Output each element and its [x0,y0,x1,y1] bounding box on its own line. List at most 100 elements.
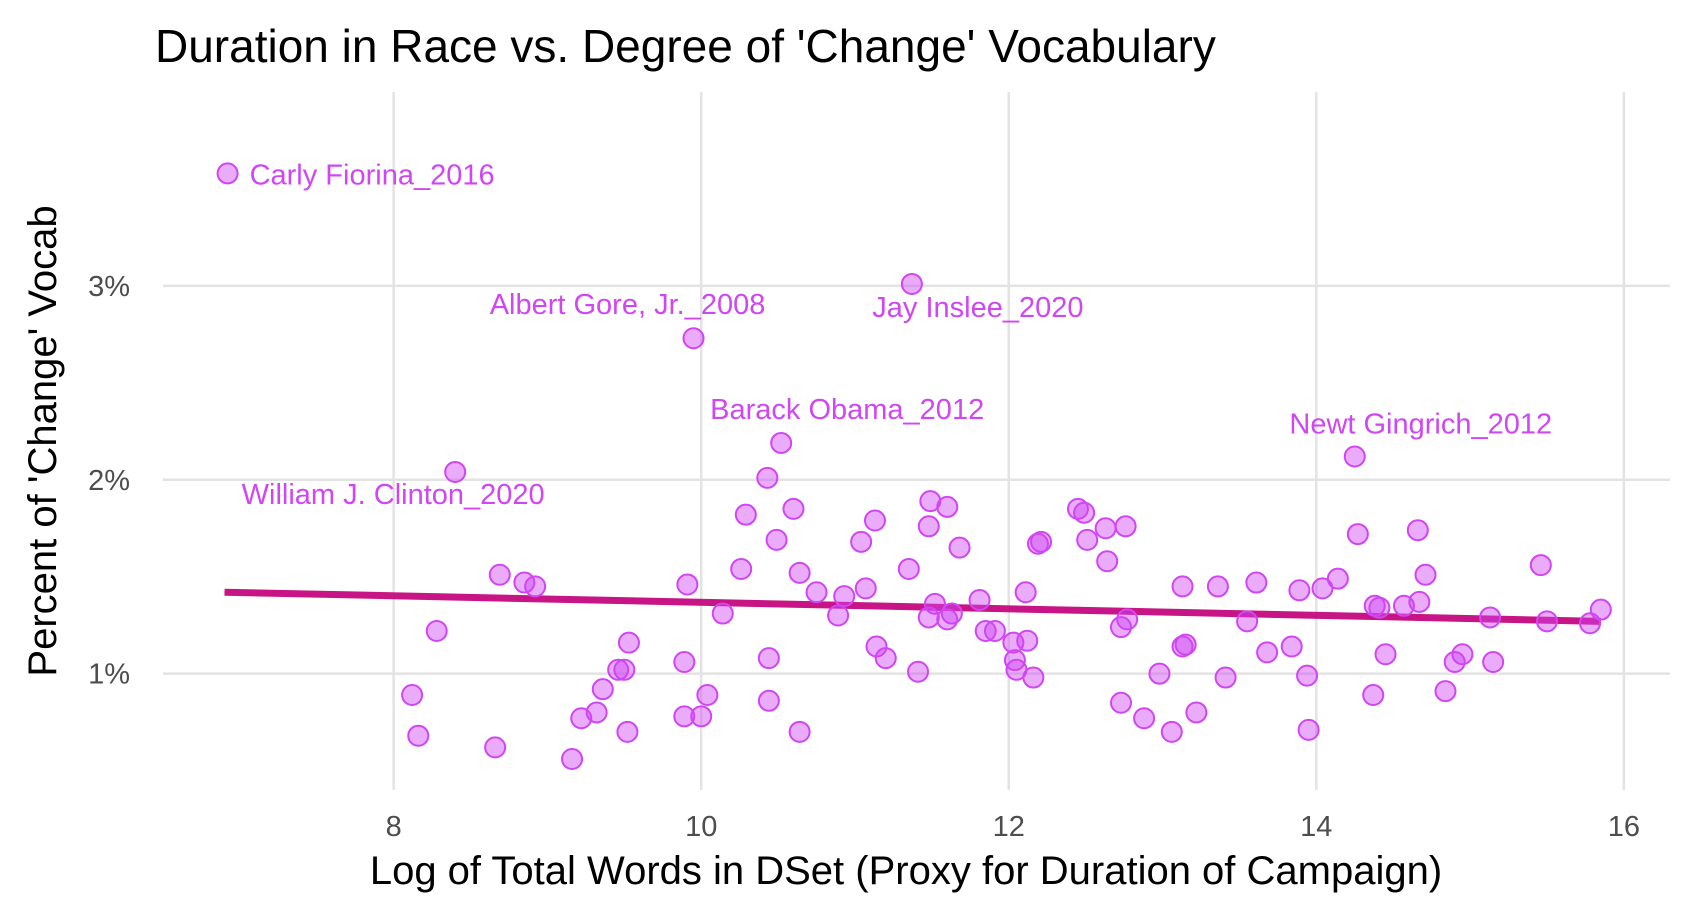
data-point [401,683,424,706]
data-point [1346,523,1369,546]
data-point [613,658,636,681]
data-point [900,272,923,295]
data-point [1288,579,1311,602]
data-point [673,651,696,674]
data-point [1185,701,1208,724]
data-point [1296,664,1319,687]
data-point [1014,581,1037,604]
data-point [1535,610,1558,633]
data-point [1066,497,1089,520]
data-point [850,530,873,553]
data-point [1110,691,1133,714]
data-point [1016,629,1039,652]
data-point [936,608,959,631]
data-point [1326,567,1349,590]
data-point [1280,635,1303,658]
data-point [216,162,239,185]
data-point [673,705,696,728]
data-point [690,705,713,728]
data-point [874,647,897,670]
data-point [770,431,793,454]
data-point [1236,610,1259,633]
x-tick-label: 10 [685,811,717,843]
grid-lines [163,92,1670,790]
trend-line [224,588,1601,625]
data-point [757,647,780,670]
data-point [1406,519,1429,542]
data-point [863,509,886,532]
data-point [756,466,779,489]
data-point [1116,608,1139,631]
point-label: Newt Gingrich_2012 [1289,409,1552,441]
data-point [1374,643,1397,666]
data-point [585,701,608,724]
data-point [1094,517,1117,540]
data-point [788,561,811,584]
data-point [734,503,757,526]
data-point [1256,641,1279,664]
data-point [682,327,705,350]
data-point [1482,651,1505,674]
data-point [805,581,828,604]
data-point [1206,575,1229,598]
x-tick-label: 16 [1608,811,1640,843]
data-point [1148,662,1171,685]
y-axis-ticks: 1% 2% 3% [88,271,130,691]
y-tick-label: 1% [88,659,130,691]
data-point [782,497,805,520]
data-point [1214,666,1237,689]
data-point [827,604,850,627]
x-tick-label: 14 [1300,811,1332,843]
data-point [711,602,734,625]
data-point [897,557,920,580]
data-point [1174,633,1197,656]
data-point [1030,530,1053,553]
data-point [730,557,753,580]
data-point [1414,563,1437,586]
data-point [1443,651,1466,674]
data-point [1297,718,1320,741]
data-point [1096,550,1119,573]
data-point [591,678,614,701]
data-point [1408,590,1431,613]
data-point [488,563,511,586]
data-point [1343,445,1366,468]
x-tick-label: 8 [386,811,402,843]
data-point [617,631,640,654]
data-point [1114,515,1137,538]
data-point [1133,707,1156,730]
x-axis-title: Log of Total Words in DSet (Proxy for Du… [370,849,1442,893]
data-point [676,573,699,596]
data-point [1368,596,1391,619]
data-point [923,592,946,615]
point-label: William J. Clinton_2020 [242,479,545,511]
data-point [765,528,788,551]
data-point [833,585,856,608]
chart-title: Duration in Race vs. Degree of 'Change' … [155,20,1216,72]
data-point [968,588,991,611]
data-point [1311,577,1334,600]
data-point [917,515,940,538]
data-point [484,736,507,759]
data-point [1529,554,1552,577]
trend-line-group [224,588,1601,625]
data-points [216,162,1612,770]
data-point [607,658,630,681]
data-point [1076,528,1099,551]
data-point [757,689,780,712]
data-point [788,720,811,743]
point-label: Jay Inslee_2020 [872,292,1083,324]
data-point [1362,683,1385,706]
data-point [561,747,584,770]
data-point [425,620,448,643]
point-label: Carly Fiorina_2016 [250,159,495,191]
data-point [696,683,719,706]
data-point [1479,606,1502,629]
data-point [854,577,877,600]
data-point [1022,666,1045,689]
data-point [616,720,639,743]
data-point [524,575,547,598]
data-point [407,724,430,747]
data-point [1434,680,1457,703]
